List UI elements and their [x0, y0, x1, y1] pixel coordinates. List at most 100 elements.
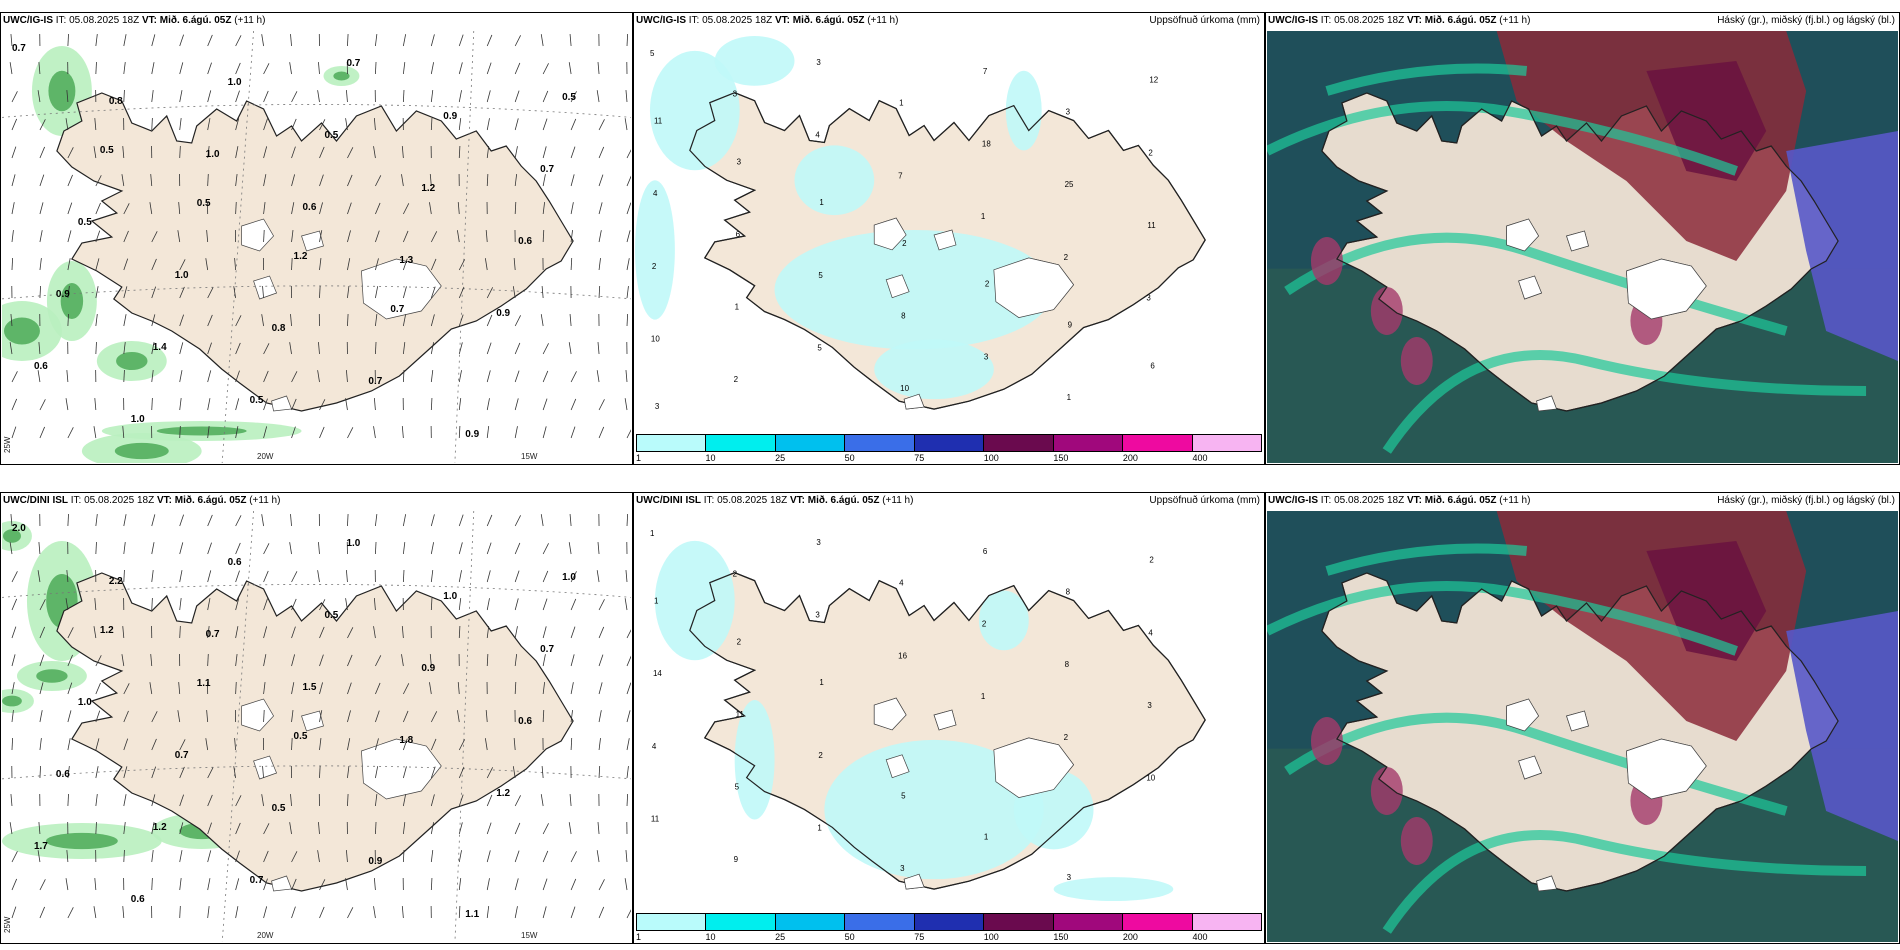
precip-value-label: 4: [815, 130, 820, 139]
wind-gust-label: 1.7: [34, 841, 48, 852]
precip-value-label: 5: [650, 49, 655, 58]
precip-value-label: 8: [1066, 588, 1071, 597]
wind-gust-label: 0.9: [443, 111, 457, 122]
cloud-title: Háský (gr.), miðský (fj.bl.) og lágský (…: [1717, 495, 1895, 506]
wind-map-bottom[interactable]: 2.0 2.2 0.7 1.5 1.8 1.2 1.7 0.6 0.6 0.5 0.9 0.6 0.6 1…: [2, 511, 631, 942]
precip-value-label: 5: [901, 792, 906, 801]
precip-value-label: 1: [819, 198, 824, 207]
wind-panel-bottom-header: UWC/DINI ISL IT: 05.08.2025 18Z VT: Mið.…: [3, 495, 281, 506]
precip-value-label: 5: [735, 783, 740, 792]
precip-value-label: 6: [736, 230, 741, 239]
precip-value-label: 2: [902, 239, 907, 248]
wind-gust-label: 0.5: [272, 803, 286, 814]
wind-gust-label: 0.7: [346, 58, 360, 69]
precip-value-label: 1: [819, 678, 824, 687]
cloud-map-bottom[interactable]: [1267, 511, 1898, 942]
precip-value-label: 5: [817, 343, 822, 352]
colorbar-segment: [637, 914, 707, 930]
colorbar-segment: [845, 914, 915, 930]
cloud-panel-bottom: UWC/IG-IS IT: 05.08.2025 18Z VT: Mið. 6.…: [1265, 492, 1900, 944]
precip-value-label: 14: [653, 669, 662, 678]
precip-value-label: 11: [651, 814, 660, 823]
colorbar-segment: [637, 435, 707, 451]
wind-gust-label: 0.6: [518, 236, 532, 247]
precip-value-label: 8: [1065, 660, 1070, 669]
wind-panel-bottom: UWC/DINI ISL IT: 05.08.2025 18Z VT: Mið.…: [0, 492, 633, 944]
wind-gust-label: 1.2: [100, 625, 114, 636]
wind-gust-label: 0.7: [390, 304, 404, 315]
precip-panel-bottom: UWC/DINI ISL IT: 05.08.2025 18Z VT: Mið.…: [633, 492, 1265, 944]
precip-value-label: 2: [1148, 148, 1153, 157]
colorbar-tick: 10: [705, 932, 716, 942]
precip-value-label: 1: [899, 99, 904, 108]
cloud-map-top[interactable]: [1267, 31, 1898, 463]
wind-gust-label: 0.6: [34, 361, 48, 372]
precip-value-label: 3: [984, 352, 989, 361]
precip-value-label: 2: [1064, 253, 1069, 262]
colorbar-segment: [775, 914, 846, 930]
wind-gust-label: 0.7: [12, 43, 26, 54]
wind-gust-label: 0.5: [250, 395, 264, 406]
cloud-map-svg: [1267, 511, 1898, 942]
colorbar-tick: 50: [844, 932, 855, 942]
precip-value-label: 8: [901, 312, 906, 321]
precip-value-label: 11: [1147, 221, 1156, 230]
wind-gust-label: 1.5: [303, 682, 317, 693]
precip-value-label: 3: [1147, 701, 1152, 710]
precip-value-label: 3: [816, 538, 821, 547]
precip-value-label: 2: [737, 637, 742, 646]
precip-value-label: 2: [982, 619, 987, 628]
precip-panel-top: UWC/IG-IS IT: 05.08.2025 18Z VT: Mið. 6.…: [633, 12, 1265, 465]
wind-gust-label: 0.7: [540, 164, 554, 175]
precip-value-label: 7: [898, 171, 903, 180]
wind-gust-label: 1.3: [399, 255, 413, 266]
colorbar-tick: 400: [1192, 932, 1208, 942]
colorbar-tick: 200: [1122, 932, 1138, 942]
wind-gust-label: 1.8: [399, 735, 413, 746]
precip-value-label: 10: [900, 384, 909, 393]
precip-value-label: 16: [898, 651, 907, 660]
cloud-panel-top: UWC/IG-IS IT: 05.08.2025 18Z VT: Mið. 6.…: [1265, 12, 1900, 465]
cloud-panel-top-header: UWC/IG-IS IT: 05.08.2025 18Z VT: Mið. 6.…: [1268, 15, 1531, 26]
wind-gust-label: 2.0: [12, 523, 26, 534]
wind-gust-label: 1.2: [294, 251, 308, 262]
lon-label: 15W: [521, 931, 538, 940]
wind-gust-label: 1.2: [496, 788, 510, 799]
precip-map-bottom[interactable]: 1 2 3 16 1 2 10 11 9 3 4 2 8 3 4 5 1 3 6 8 4 14 11 2 5 1 3 2 1 2 1: [635, 511, 1263, 912]
precip-map-top[interactable]: 5 3 4 7 1 2 3 10 2 3 1 18 25 11 2 1 5 10 7 3 2 4 6 5 8 3 1 12 11 3 1 2 2…: [635, 31, 1263, 433]
lon-label: 20W: [257, 931, 274, 940]
wind-map-top[interactable]: 0.7 0.8 1.0 0.6 1.3 0.9 0.6 1.0 1.0 0.5 1.2 0.6 0.9 1…: [2, 31, 631, 463]
wind-gust-label: 1.0: [175, 270, 189, 281]
wind-gust-label: 0.5: [197, 198, 211, 209]
precip-value-label: 18: [982, 139, 991, 148]
wind-gust-label: 0.5: [324, 130, 338, 141]
colorbar-tick: 25: [775, 453, 786, 463]
colorbar-segment: [1123, 435, 1193, 451]
precip-value-label: 1: [981, 212, 986, 221]
colorbar-segment: [1192, 435, 1261, 451]
precip-value-label: 1: [984, 832, 989, 841]
wind-panel-top-header: UWC/IG-IS IT: 05.08.2025 18Z VT: Mið. 6.…: [3, 15, 266, 26]
precip-value-label: 25: [1065, 180, 1074, 189]
precip-title: Uppsöfnuð úrkoma (mm): [1149, 15, 1260, 26]
precip-value-label: 4: [1148, 628, 1153, 637]
precip-map-svg: 5347123102311825112151073246583112113122…: [635, 31, 1263, 433]
precip-value-label: 7: [983, 67, 988, 76]
precip-value-label: 5: [818, 271, 823, 280]
colorbar-segment: [914, 435, 985, 451]
colorbar-segment: [775, 435, 846, 451]
colorbar-segment: [914, 914, 985, 930]
precip-value-label: 3: [816, 58, 821, 67]
wind-gust-label: 1.1: [465, 909, 479, 920]
wind-gust-label: 0.7: [206, 629, 220, 640]
wind-gust-label: 0.5: [562, 92, 576, 103]
colorbar-tick: 50: [844, 453, 855, 463]
colorbar-segment: [1123, 914, 1193, 930]
precip-value-label: 3: [655, 402, 660, 411]
wind-gust-label: 0.9: [496, 308, 510, 319]
precip-value-label: 9: [734, 855, 739, 864]
precip-value-label: 2: [1149, 556, 1154, 565]
precip-value-label: 3: [815, 610, 820, 619]
cloud-panel-bottom-header: UWC/IG-IS IT: 05.08.2025 18Z VT: Mið. 6.…: [1268, 495, 1531, 506]
colorbar-segment: [706, 435, 776, 451]
